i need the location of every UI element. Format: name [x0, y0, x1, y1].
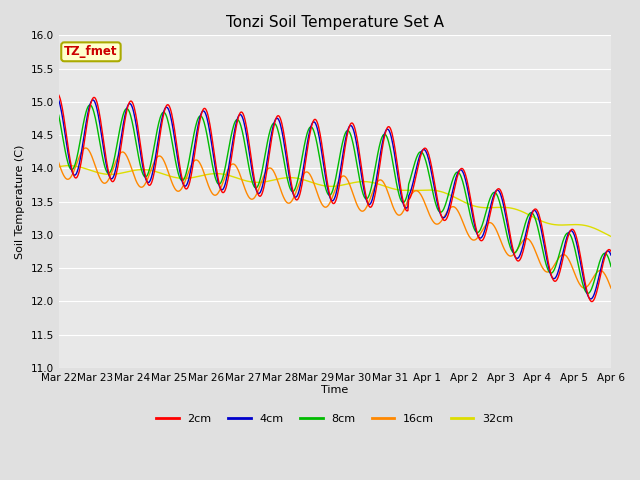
X-axis label: Time: Time — [321, 385, 348, 396]
Text: TZ_fmet: TZ_fmet — [64, 45, 118, 58]
Y-axis label: Soil Temperature (C): Soil Temperature (C) — [15, 144, 25, 259]
Title: Tonzi Soil Temperature Set A: Tonzi Soil Temperature Set A — [226, 15, 444, 30]
Legend: 2cm, 4cm, 8cm, 16cm, 32cm: 2cm, 4cm, 8cm, 16cm, 32cm — [152, 410, 518, 429]
